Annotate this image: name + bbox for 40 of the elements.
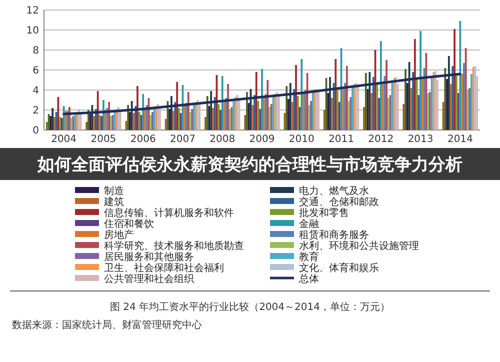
legend-label: 建筑: [103, 196, 124, 208]
y-tick-label: 2: [32, 106, 39, 116]
legend-label: 批发和零售: [299, 207, 349, 219]
y-tick-label: 6: [32, 66, 39, 76]
text: 如何全面评估侯永永薪资契约的合理性与市场竞争力分析: [36, 155, 462, 175]
legend-label: 交通、仓储和邮政: [299, 196, 379, 208]
x-tick-label: 2006: [130, 134, 156, 145]
y-tick-label: 0: [32, 126, 39, 136]
legend-label: 房地产: [104, 229, 134, 241]
x-tick-label: 2012: [368, 134, 394, 145]
x-tick-label: 2005: [90, 134, 116, 145]
legend-label: 电力、燃气及水: [299, 185, 369, 197]
legend-label: 卫生、社会保障和社会福利: [104, 262, 224, 274]
legend-label: 文化、体育和娱乐: [299, 262, 379, 274]
legend-label: 总体: [298, 273, 319, 285]
legend-label: 居民服务和其他服务: [104, 251, 194, 263]
legend-label: 信息传输、计算机服务和软件: [104, 207, 234, 219]
x-tick-label: 2009: [249, 134, 275, 145]
legend-label: 水利、环境和公共设施管理: [299, 240, 419, 252]
x-tick-label: 2013: [408, 134, 434, 145]
legend-label: 科学研究、技术服务和地质勘查: [104, 240, 244, 252]
x-tick-label: 2008: [210, 134, 236, 145]
legend-label: 住宿和餐饮: [104, 218, 154, 230]
x-tick-label: 2004: [51, 134, 77, 145]
y-tick-label: 4: [32, 86, 39, 96]
caption: 图 24 年均工资水平的行业比较（2004～2014，单位：万元）: [110, 301, 390, 313]
legend-label: 公共管理和社会组织: [104, 273, 194, 285]
source-note: 数据来源：国家统计局、财富管理研究中心: [12, 319, 202, 331]
legend-label: 制造: [104, 185, 124, 197]
legend-label: 教育: [299, 251, 319, 263]
line-series: [62, 72, 462, 116]
legend-label: 租赁和商务服务: [299, 229, 369, 241]
y-tick-label: 10: [26, 26, 39, 36]
y-tick-label: 12: [26, 6, 39, 16]
x-tick-label: 2010: [288, 134, 314, 145]
legend-label: 金融: [299, 218, 319, 230]
x-tick-label: 2014: [447, 134, 473, 145]
x-tick-label: 2007: [170, 134, 196, 145]
y-tick-label: 8: [32, 46, 39, 56]
x-tick-label: 2011: [328, 134, 354, 145]
